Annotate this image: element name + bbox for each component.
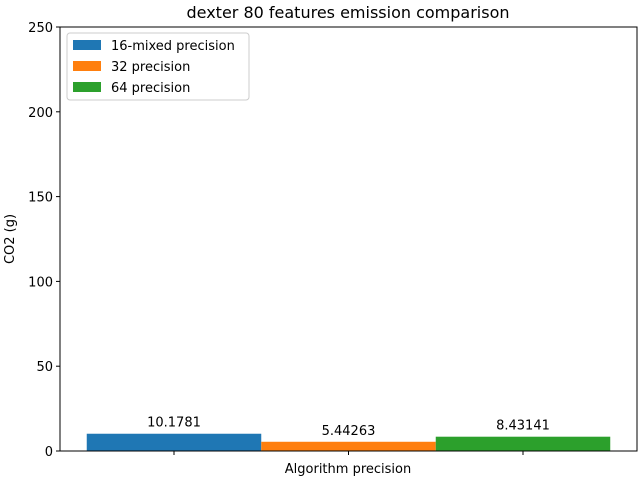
y-tick-label: 50 — [36, 360, 53, 375]
bar — [261, 441, 436, 451]
x-axis-label: Algorithm precision — [285, 462, 411, 477]
y-tick-label: 250 — [28, 21, 53, 36]
legend: 16-mixed precision 32 precision 64 precisi… — [66, 32, 250, 101]
x-axis-ticks — [173, 451, 524, 455]
bar-value-label: 10.1781 — [147, 416, 201, 431]
legend-swatch — [73, 40, 101, 50]
y-tick-label: 150 — [28, 191, 53, 206]
legend-frame — [66, 32, 250, 101]
legend-swatch — [73, 61, 101, 71]
data-label-group: 10.1781 5.44263 8.43141 — [147, 416, 550, 439]
bar — [86, 433, 262, 451]
bar — [435, 436, 611, 451]
bar-value-label: 5.44263 — [322, 424, 376, 439]
y-tick-label: 0 — [45, 445, 53, 460]
y-axis-label: CO2 (g) — [3, 214, 18, 264]
y-tick-label: 200 — [28, 106, 53, 121]
chart-title: dexter 80 features emission comparison — [186, 3, 509, 22]
bar-value-label: 8.43141 — [496, 419, 550, 434]
legend-label: 16-mixed precision — [111, 39, 235, 54]
y-tick-label: 100 — [28, 275, 53, 290]
legend-label: 64 precision — [111, 81, 190, 96]
y-axis-ticks: 0 50 100 150 200 250 — [28, 21, 60, 460]
bar-group — [86, 433, 611, 451]
legend-swatch — [73, 82, 101, 92]
legend-label: 32 precision — [111, 60, 190, 75]
